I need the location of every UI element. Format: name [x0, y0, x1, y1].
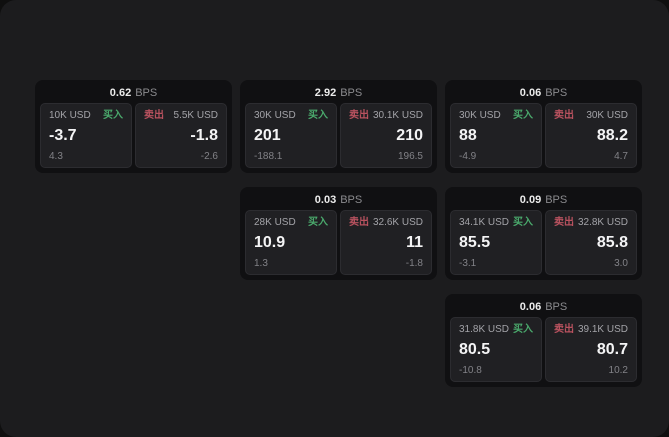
sell-panel[interactable]: 卖出 32.6K USD 11 -1.8	[340, 210, 432, 275]
buy-price: 201	[254, 127, 281, 145]
bps-unit-label: BPS	[545, 87, 568, 99]
buy-sell-panels: 30K USD 买入 201 -188.1 卖出 30.1K USD 210 1…	[245, 103, 432, 168]
buy-amount: 31.8K USD	[459, 324, 510, 335]
sell-price: 80.7	[596, 341, 628, 359]
sell-side-label: 卖出	[554, 217, 574, 228]
bps-unit-label: BPS	[340, 194, 363, 206]
spread-value: 0.03	[314, 194, 337, 206]
spread-value: 0.06	[519, 87, 542, 99]
spread-header: 0.62 BPS	[40, 85, 227, 102]
sell-price: 210	[396, 127, 423, 145]
buy-amount: 34.1K USD	[459, 217, 510, 228]
buy-price: 80.5	[459, 341, 491, 359]
buy-delta: -4.9	[459, 151, 477, 162]
sell-delta: 3.0	[614, 258, 628, 269]
bps-unit-label: BPS	[545, 301, 568, 313]
buy-price: 85.5	[459, 234, 491, 252]
spread-header: 2.92 BPS	[245, 85, 432, 102]
buy-amount: 30K USD	[254, 110, 296, 121]
spread-header: 0.06 BPS	[450, 85, 637, 102]
sell-delta: -1.8	[405, 258, 423, 269]
quote-card: 2.92 BPS 30K USD 买入 201 -188.1 卖出 30.1K …	[240, 80, 437, 173]
sell-delta: 10.2	[608, 365, 628, 376]
quote-card: 0.03 BPS 28K USD 买入 10.9 1.3 卖出 32.6K US…	[240, 187, 437, 280]
sell-price: 85.8	[596, 234, 628, 252]
sell-side-label: 卖出	[554, 110, 574, 121]
sell-delta: 196.5	[397, 151, 423, 162]
bps-unit-label: BPS	[340, 87, 363, 99]
sell-panel[interactable]: 卖出 30.1K USD 210 196.5	[340, 103, 432, 168]
sell-price: -1.8	[190, 127, 218, 145]
buy-panel[interactable]: 30K USD 买入 201 -188.1	[245, 103, 337, 168]
buy-sell-panels: 34.1K USD 买入 85.5 -3.1 卖出 32.8K USD 85.8…	[450, 210, 637, 275]
bps-unit-label: BPS	[135, 87, 158, 99]
sell-side-label: 卖出	[554, 324, 574, 335]
sell-side-label: 卖出	[144, 110, 164, 121]
sell-delta: 4.7	[614, 151, 628, 162]
buy-panel[interactable]: 30K USD 买入 88 -4.9	[450, 103, 542, 168]
spread-value: 0.62	[109, 87, 132, 99]
buy-sell-panels: 31.8K USD 买入 80.5 -10.8 卖出 39.1K USD 80.…	[450, 317, 637, 382]
sell-amount: 30K USD	[586, 110, 628, 121]
buy-price: 88	[459, 127, 477, 145]
spread-value: 2.92	[314, 87, 337, 99]
quote-card: 0.62 BPS 10K USD 买入 -3.7 4.3 卖出 5.5K USD	[35, 80, 232, 173]
spread-value: 0.06	[519, 301, 542, 313]
buy-amount: 30K USD	[459, 110, 501, 121]
spread-header: 0.06 BPS	[450, 299, 637, 316]
buy-panel[interactable]: 31.8K USD 买入 80.5 -10.8	[450, 317, 542, 382]
buy-price: 10.9	[254, 234, 286, 252]
quote-card: 0.06 BPS 30K USD 买入 88 -4.9 卖出 30K USD	[445, 80, 642, 173]
quote-board: 0.62 BPS 10K USD 买入 -3.7 4.3 卖出 5.5K USD	[35, 80, 642, 387]
buy-sell-panels: 30K USD 买入 88 -4.9 卖出 30K USD 88.2 4.7	[450, 103, 637, 168]
spread-header: 0.09 BPS	[450, 192, 637, 209]
sell-amount: 32.6K USD	[372, 217, 423, 228]
buy-panel[interactable]: 10K USD 买入 -3.7 4.3	[40, 103, 132, 168]
sell-amount: 39.1K USD	[577, 324, 628, 335]
buy-sell-panels: 28K USD 买入 10.9 1.3 卖出 32.6K USD 11 -1.8	[245, 210, 432, 275]
sell-amount: 5.5K USD	[173, 110, 218, 121]
sell-side-label: 卖出	[349, 110, 369, 121]
buy-delta: -188.1	[254, 151, 283, 162]
buy-side-label: 买入	[308, 110, 328, 121]
sell-panel[interactable]: 卖出 39.1K USD 80.7 10.2	[545, 317, 637, 382]
buy-side-label: 买入	[308, 217, 328, 228]
quote-card: 0.09 BPS 34.1K USD 买入 85.5 -3.1 卖出 32.8K…	[445, 187, 642, 280]
buy-delta: -3.1	[459, 258, 477, 269]
buy-side-label: 买入	[513, 110, 533, 121]
sell-amount: 30.1K USD	[372, 110, 423, 121]
buy-amount: 28K USD	[254, 217, 296, 228]
sell-panel[interactable]: 卖出 5.5K USD -1.8 -2.6	[135, 103, 227, 168]
buy-price: -3.7	[49, 127, 77, 145]
quote-card: 0.06 BPS 31.8K USD 买入 80.5 -10.8 卖出 39.1…	[445, 294, 642, 387]
sell-amount: 32.8K USD	[577, 217, 628, 228]
sell-price: 88.2	[596, 127, 628, 145]
buy-side-label: 买入	[103, 110, 123, 121]
sell-panel[interactable]: 卖出 30K USD 88.2 4.7	[545, 103, 637, 168]
buy-side-label: 买入	[513, 324, 533, 335]
spread-value: 0.09	[519, 194, 542, 206]
sell-price: 11	[406, 234, 423, 252]
sell-side-label: 卖出	[349, 217, 369, 228]
sell-panel[interactable]: 卖出 32.8K USD 85.8 3.0	[545, 210, 637, 275]
buy-side-label: 买入	[513, 217, 533, 228]
buy-delta: -10.8	[459, 365, 482, 376]
buy-amount: 10K USD	[49, 110, 91, 121]
buy-delta: 1.3	[254, 258, 268, 269]
buy-panel[interactable]: 28K USD 买入 10.9 1.3	[245, 210, 337, 275]
bps-unit-label: BPS	[545, 194, 568, 206]
buy-sell-panels: 10K USD 买入 -3.7 4.3 卖出 5.5K USD -1.8 -2.…	[40, 103, 227, 168]
sell-delta: -2.6	[200, 151, 218, 162]
buy-delta: 4.3	[49, 151, 63, 162]
buy-panel[interactable]: 34.1K USD 买入 85.5 -3.1	[450, 210, 542, 275]
spread-header: 0.03 BPS	[245, 192, 432, 209]
